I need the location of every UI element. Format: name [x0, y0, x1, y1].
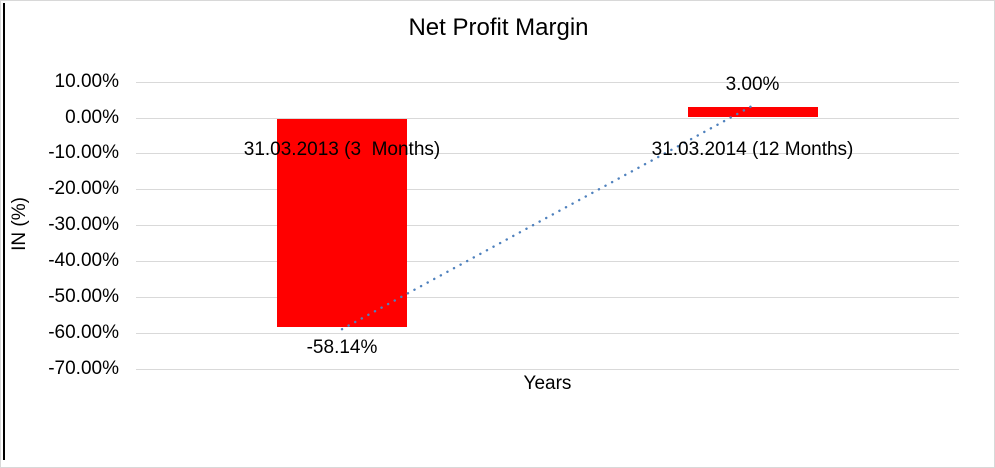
gridline: [136, 81, 959, 83]
y-axis-tick-label: -20.00%: [48, 178, 119, 200]
data-label: -58.14%: [306, 337, 378, 359]
y-axis-tick-label: -40.00%: [48, 250, 119, 272]
left-border-rule: [3, 3, 5, 460]
y-axis-tick-label: -70.00%: [48, 357, 119, 379]
y-axis-tick-label: -30.00%: [48, 214, 119, 236]
gridline: [136, 261, 959, 263]
gridline: [136, 332, 959, 334]
y-axis-tick-label: -10.00%: [48, 142, 119, 164]
y-axis-tick-label: 0.00%: [65, 106, 119, 128]
y-axis-tick-label: 10.00%: [54, 70, 119, 92]
x-axis-title: Years: [523, 373, 572, 394]
y-axis-tick-label: -60.00%: [48, 321, 119, 343]
gridline: [136, 368, 959, 370]
data-label: 3.00%: [725, 73, 780, 95]
gridline: [136, 189, 959, 191]
y-axis-tick-label: -50.00%: [48, 286, 119, 307]
category-label: 31.03.2014 (12 Months): [651, 139, 854, 160]
bar: [687, 106, 818, 118]
gridline: [136, 117, 959, 119]
chart-title: Net Profit Margin: [408, 14, 589, 41]
category-label: 31.03.2013 (3 Months): [243, 139, 441, 160]
gridline: [136, 225, 959, 227]
gridline: [136, 297, 959, 298]
